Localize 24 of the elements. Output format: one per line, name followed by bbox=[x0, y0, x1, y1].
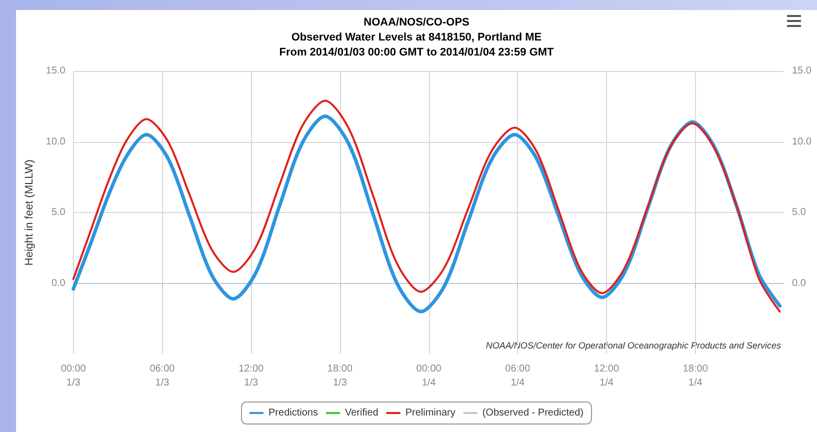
x-tick-label: 00:00 1/3 bbox=[60, 364, 86, 388]
annotation: NOAA/NOS/Center for Operational Oceanographic Products and Services bbox=[486, 340, 782, 350]
x-tick-label: 18:00 1/3 bbox=[327, 364, 353, 388]
legend-label: Predictions bbox=[268, 408, 318, 418]
x-tick-label: 18:00 1/4 bbox=[682, 364, 708, 388]
x-tick-label: 00:00 1/4 bbox=[416, 364, 442, 388]
legend-label: Preliminary bbox=[405, 408, 456, 418]
y2-tick-label: 15.0 bbox=[792, 66, 812, 76]
x-tick-label: 12:00 1/3 bbox=[238, 364, 264, 388]
y-tick-label: 5.0 bbox=[51, 207, 66, 218]
y-axis-title: Height in feet (MLLW) bbox=[24, 159, 36, 266]
legend-label: Verified bbox=[344, 408, 378, 418]
chart-title: NOAA/NOS/CO-OPS bbox=[364, 16, 470, 28]
x-tick-label: 06:00 1/4 bbox=[505, 364, 531, 388]
y2-tick-label: 5.0 bbox=[792, 207, 806, 218]
x-tick-label: 12:00 1/4 bbox=[594, 364, 620, 388]
y2-tick-label: 10.0 bbox=[792, 136, 812, 148]
legend-label: (Observed - Predicted) bbox=[482, 408, 584, 418]
y-tick-label: 15.0 bbox=[46, 66, 66, 76]
y-tick-label: 10.0 bbox=[46, 136, 66, 148]
y-tick-label: 0.0 bbox=[51, 278, 66, 289]
x-tick-label: 06:00 1/3 bbox=[150, 364, 176, 388]
y2-tick-label: 0.0 bbox=[792, 278, 806, 289]
chart-subtitle: Observed Water Levels at 8418150, Portland ME From 2014/01/03 00:00 GMT to 2014/01/04 23:59 GMT bbox=[279, 32, 554, 58]
